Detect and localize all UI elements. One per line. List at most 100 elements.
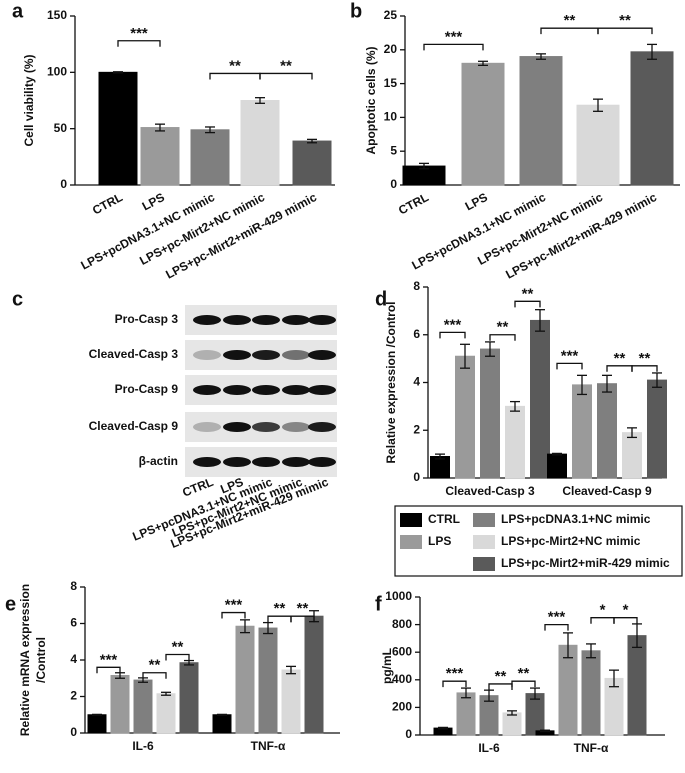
significance-label: ** [495, 668, 507, 685]
bar [547, 453, 567, 479]
y-tick-label: 600 [392, 644, 412, 658]
error-bar [217, 713, 227, 716]
blot-band [223, 385, 251, 395]
error-bar [478, 60, 488, 66]
error-bar [435, 453, 445, 460]
bar [240, 100, 280, 186]
x-tick-label: IL-6 [132, 739, 154, 753]
y-axis-label: Relative expression /Control [384, 301, 398, 463]
blot-band [193, 385, 221, 395]
bar [292, 140, 332, 186]
bar [156, 693, 176, 734]
y-tick-label: 5 [390, 143, 397, 157]
panel-label: a [12, 0, 24, 22]
error-bar [92, 713, 102, 716]
bar [630, 51, 674, 186]
bar [133, 679, 153, 734]
y-tick-label: 0 [390, 177, 397, 191]
significance-label: ** [619, 12, 631, 29]
y-tick-label: 0 [60, 177, 67, 191]
error-bar [460, 343, 470, 369]
significance-label: *** [446, 665, 464, 682]
significance-bracket [631, 365, 658, 372]
significance-label: ** [522, 285, 534, 302]
bar [530, 319, 550, 479]
error-bar [632, 623, 642, 649]
y-tick-label: 8 [413, 279, 420, 293]
significance-label: ** [518, 665, 530, 682]
blot-band [193, 422, 221, 432]
y-axis-label: Cell viability (%) [22, 54, 36, 146]
bar [502, 712, 522, 736]
y-tick-label: 8 [70, 579, 77, 593]
error-bar [586, 643, 596, 659]
significance-label: ** [229, 57, 241, 74]
blot-band [282, 422, 310, 432]
blot-band [223, 315, 251, 325]
y-tick-label: 50 [54, 121, 68, 135]
blot-band [308, 385, 336, 395]
x-tick-label: TNF-α [574, 741, 609, 755]
blot-band [223, 457, 251, 467]
error-bar [609, 669, 619, 688]
error-bar [593, 98, 603, 112]
significance-bracket [556, 362, 583, 370]
error-bar [627, 427, 637, 439]
panel-label: e [5, 593, 16, 615]
bar [647, 379, 667, 479]
error-bar [510, 400, 520, 412]
significance-label: *** [444, 316, 462, 333]
y-tick-label: 25 [384, 8, 398, 22]
significance-label: * [600, 602, 606, 619]
significance-bracket [597, 27, 653, 35]
panel-label: b [350, 0, 362, 22]
y-tick-label: 2 [413, 422, 420, 436]
significance-label: ** [149, 657, 161, 674]
y-tick-label: 4 [413, 375, 420, 389]
blot-band [193, 315, 221, 325]
error-bar [240, 619, 250, 634]
error-bar [419, 162, 429, 170]
error-bar [286, 665, 296, 675]
bar [98, 71, 138, 186]
bar [558, 644, 578, 736]
bar [235, 625, 255, 734]
error-bar [438, 726, 448, 730]
bar [581, 650, 601, 736]
significance-bracket [514, 300, 541, 308]
blot-band [252, 315, 280, 325]
bar [461, 62, 505, 186]
significance-label: *** [100, 651, 118, 668]
blot-band [193, 457, 221, 467]
bar [179, 662, 199, 734]
error-bar [161, 691, 171, 696]
y-axis-label-line: Relative mRNA expression [18, 584, 32, 736]
bar [627, 635, 647, 736]
error-bar [485, 341, 495, 357]
blot-band [282, 385, 310, 395]
bar [212, 714, 232, 734]
y-tick-label: 6 [413, 327, 420, 341]
bar [576, 104, 620, 186]
y-axis-label: pg/mL [380, 648, 394, 684]
bar [505, 405, 525, 479]
bar [281, 669, 301, 734]
significance-bracket [290, 615, 315, 623]
error-bar [205, 126, 215, 134]
blot-band [282, 457, 310, 467]
blot-band [308, 315, 336, 325]
x-tick-label: LPS [463, 190, 490, 213]
y-tick-label: 150 [47, 8, 67, 22]
significance-label: ** [614, 350, 626, 367]
bar [455, 355, 475, 479]
y-tick-label: 15 [384, 76, 398, 90]
legend-swatch [400, 513, 422, 527]
y-tick-label: 10 [384, 110, 398, 124]
bar [190, 129, 230, 186]
bar [258, 627, 278, 734]
panel-label: c [12, 288, 23, 310]
error-bar [461, 687, 471, 699]
bar [597, 383, 617, 479]
x-tick-label: TNF-α [251, 739, 286, 753]
significance-bracket [442, 680, 467, 688]
